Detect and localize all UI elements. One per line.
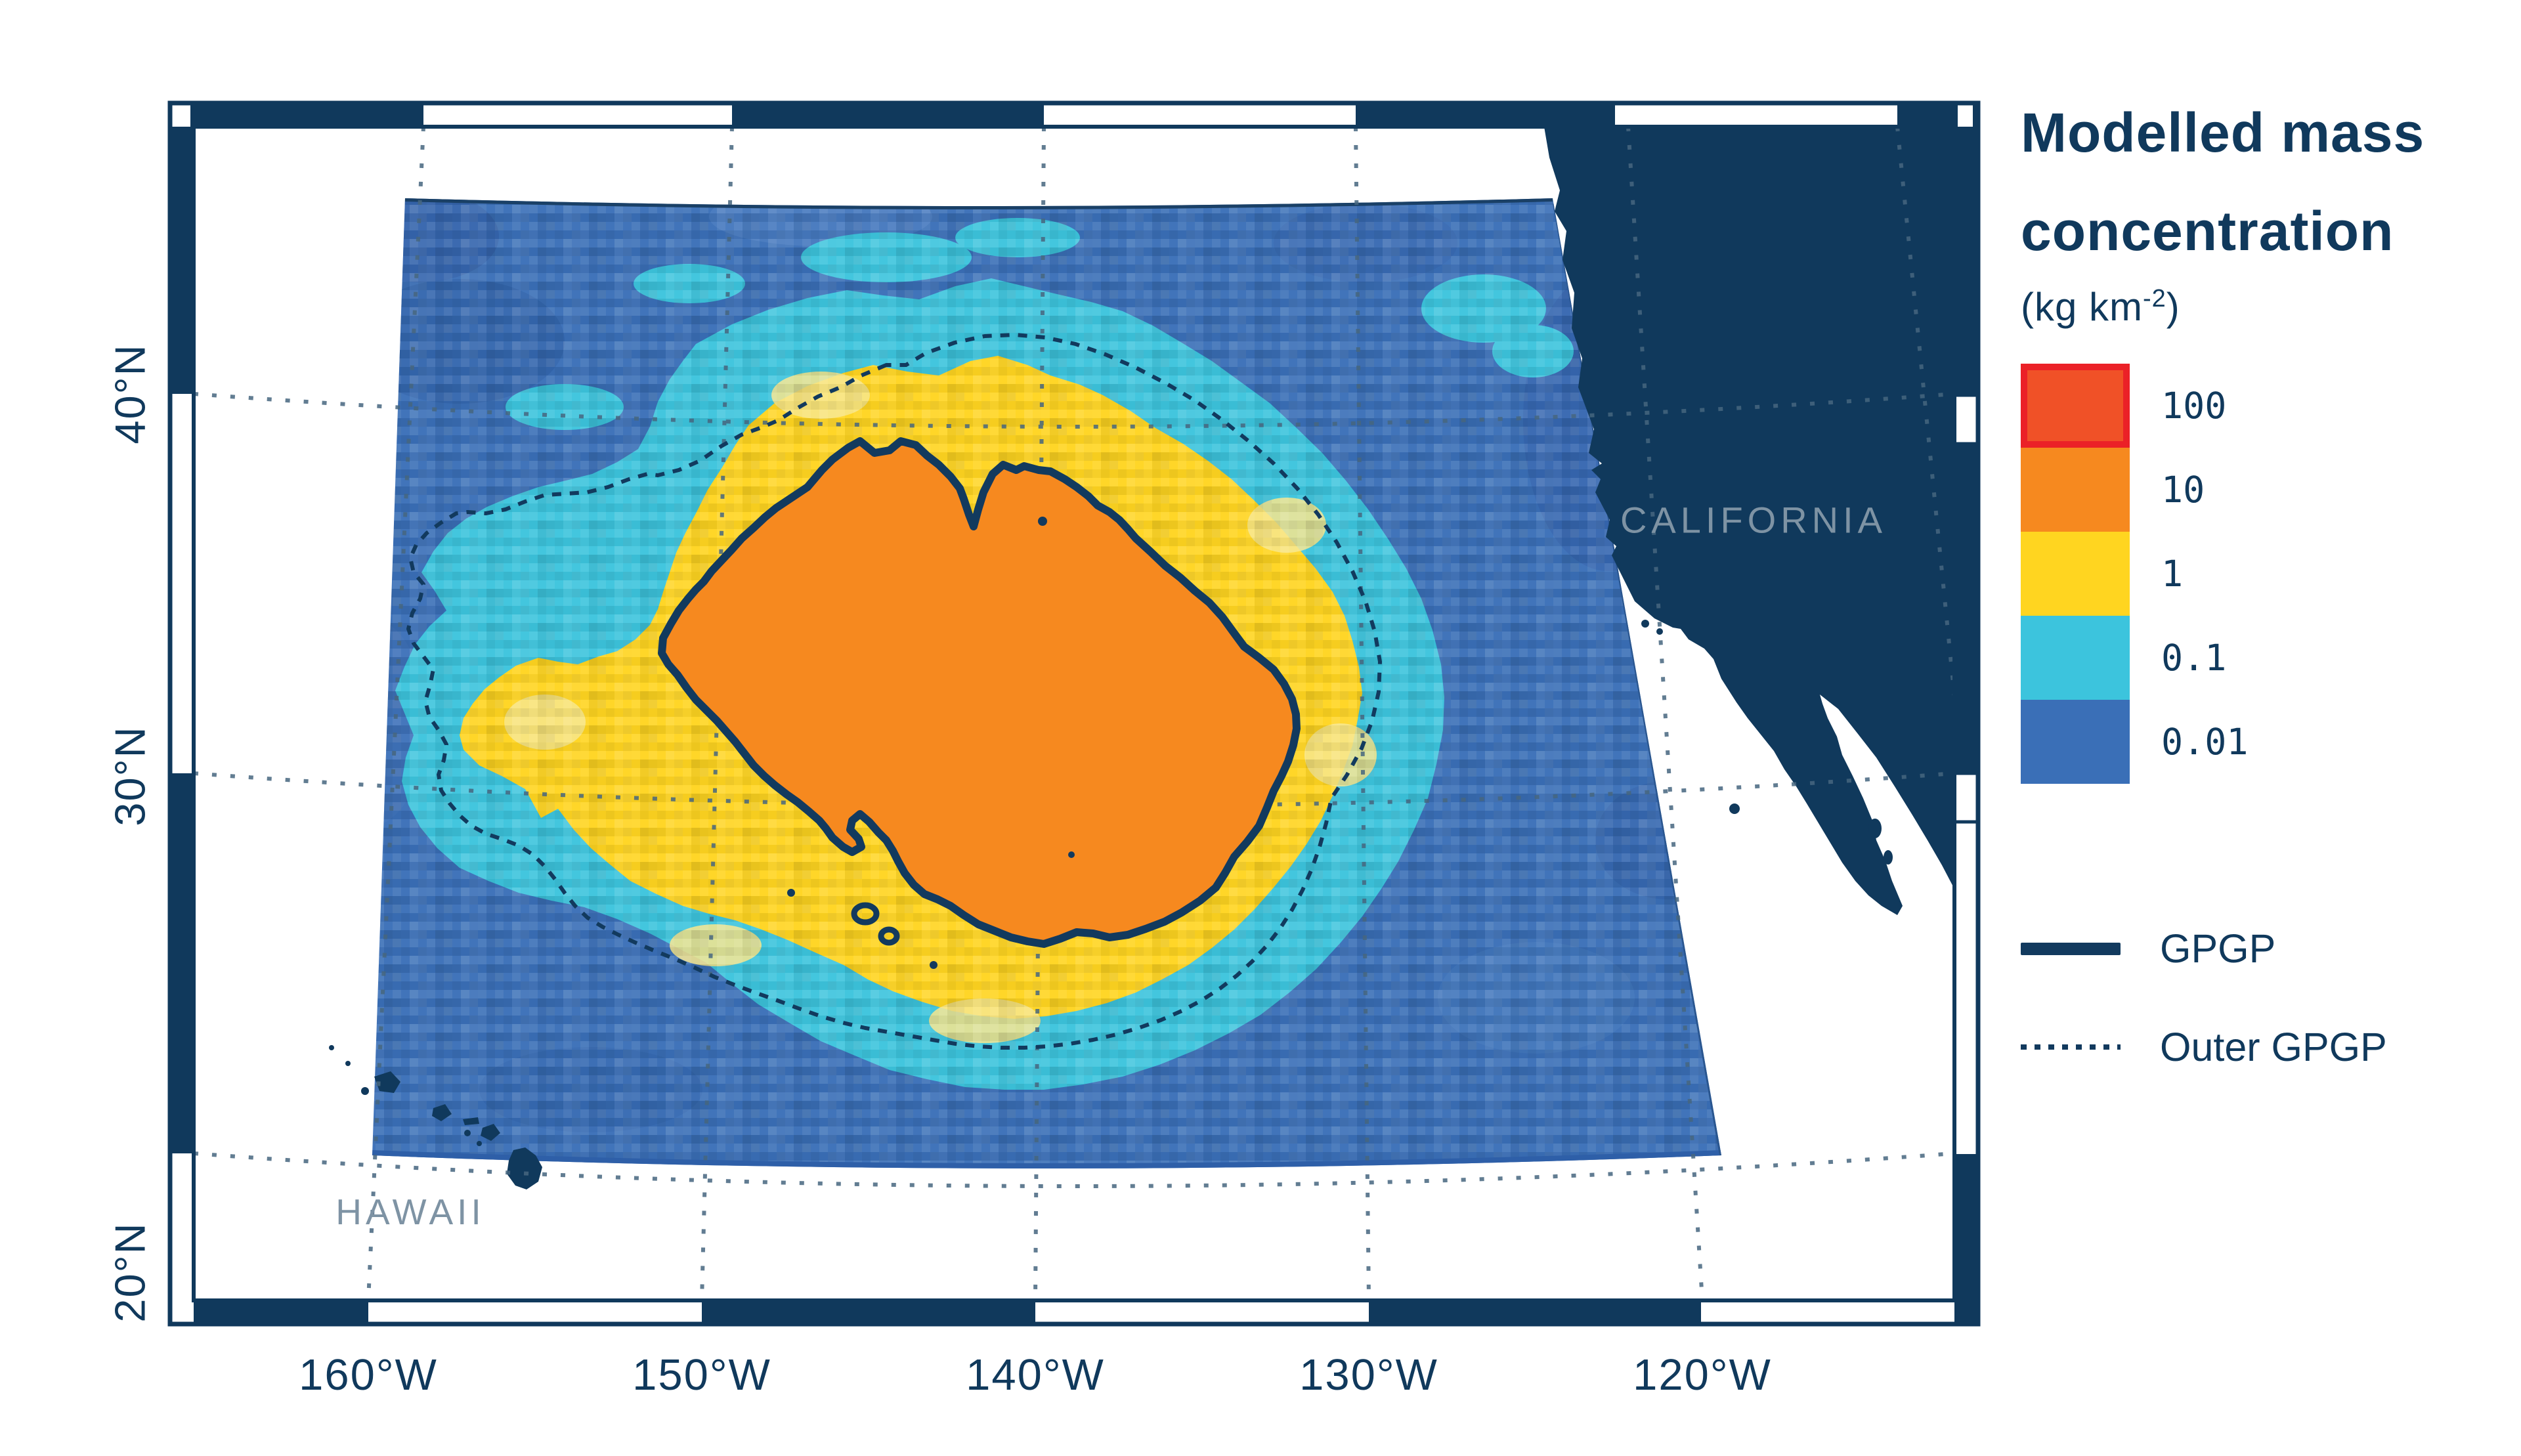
parallel-40n (194, 392, 1955, 429)
raster-bottom-edge (372, 1150, 1721, 1168)
legend-swatch-0-1 (2021, 616, 2130, 700)
meridian-150w (700, 127, 734, 1300)
legend-contour-label: GPGP (2160, 926, 2276, 972)
lat-tick-20n: 20°N (106, 1222, 154, 1323)
legend-bin-value: 0.01 (2161, 721, 2249, 763)
parallel-30n (194, 771, 1955, 808)
legend-swatch-10 (2021, 448, 2130, 532)
legend-units: (kg km-2) (2021, 284, 2487, 330)
legend-bin-row: 0.01 (2021, 700, 2487, 784)
legend-title-line1: Modelled mass (2021, 102, 2425, 163)
legend-bin-value: 1 (2161, 553, 2184, 595)
map-frame (167, 100, 1981, 1327)
legend-title: Modelled mass concentration (2021, 84, 2487, 280)
legend-bin-row: 1 (2021, 532, 2487, 616)
guadalupe-island (1729, 803, 1740, 814)
legend-units-suffix: ) (2166, 285, 2180, 330)
solid-line-swatch (2021, 942, 2121, 955)
parallel-20n (194, 1151, 1955, 1188)
legend-units-sup: -2 (2143, 285, 2166, 313)
lat-tick-30n: 30°N (106, 725, 154, 826)
california-label: CALIFORNIA (1620, 499, 1887, 541)
lon-tick-160w: 160°W (299, 1350, 438, 1400)
meridian-140w (1033, 127, 1046, 1300)
gulf-island (1884, 850, 1893, 865)
right-frame-tick-40n (1952, 393, 1980, 446)
gulf-island (1868, 819, 1882, 838)
gpgp-contour-islets (851, 902, 900, 946)
frame-inner-outline (192, 125, 1956, 1302)
legend-bin-row: 100 (2021, 364, 2487, 448)
frame-outer-outline (167, 100, 1981, 1327)
legend-bin-value: 0.1 (2161, 637, 2227, 679)
land-north-america (1544, 127, 1978, 924)
legend-swatch-100 (2021, 364, 2130, 448)
legend-bin-value: 10 (2161, 469, 2205, 511)
legend-units-prefix: (kg km (2021, 285, 2143, 330)
legend-contour-row-gpgp: GPGP (2021, 925, 2487, 972)
legend-bin-row: 0.1 (2021, 616, 2487, 700)
legend-swatch-0-01 (2021, 700, 2130, 784)
right-frame-tick-30n (1952, 771, 1980, 824)
lon-tick-120w: 120°W (1633, 1350, 1772, 1400)
legend-contour-label: Outer GPGP (2160, 1025, 2387, 1070)
channel-island (1656, 628, 1663, 635)
legend: Modelled mass concentration (kg km-2) 10… (2021, 84, 2487, 1122)
legend-title-line2: concentration (2021, 200, 2394, 262)
hawaii-islands (329, 1045, 542, 1189)
dotted-line-swatch (2021, 1044, 2121, 1050)
meridian-130w (1354, 127, 1371, 1300)
legend-swatch-1 (2021, 532, 2130, 616)
lon-tick-150w: 150°W (632, 1350, 771, 1400)
lon-tick-140w: 140°W (966, 1350, 1105, 1400)
legend-bin-row: 10 (2021, 448, 2487, 532)
graticule (194, 127, 1968, 1300)
legend-bin-value: 100 (2161, 385, 2227, 427)
lat-tick-40n: 40°N (106, 343, 154, 444)
channel-island (1641, 620, 1649, 628)
lon-tick-130w: 130°W (1299, 1350, 1438, 1400)
outer-gpgp-contour (406, 333, 1382, 1050)
legend-contours: GPGP Outer GPGP (2021, 925, 2487, 1071)
hawaii-label: HAWAII (335, 1191, 485, 1232)
legend-contour-row-outer-gpgp: Outer GPGP (2021, 1023, 2487, 1071)
legend-color-scale: 100 10 1 0.1 0.01 (2021, 364, 2487, 784)
contour-specks (787, 517, 1075, 969)
